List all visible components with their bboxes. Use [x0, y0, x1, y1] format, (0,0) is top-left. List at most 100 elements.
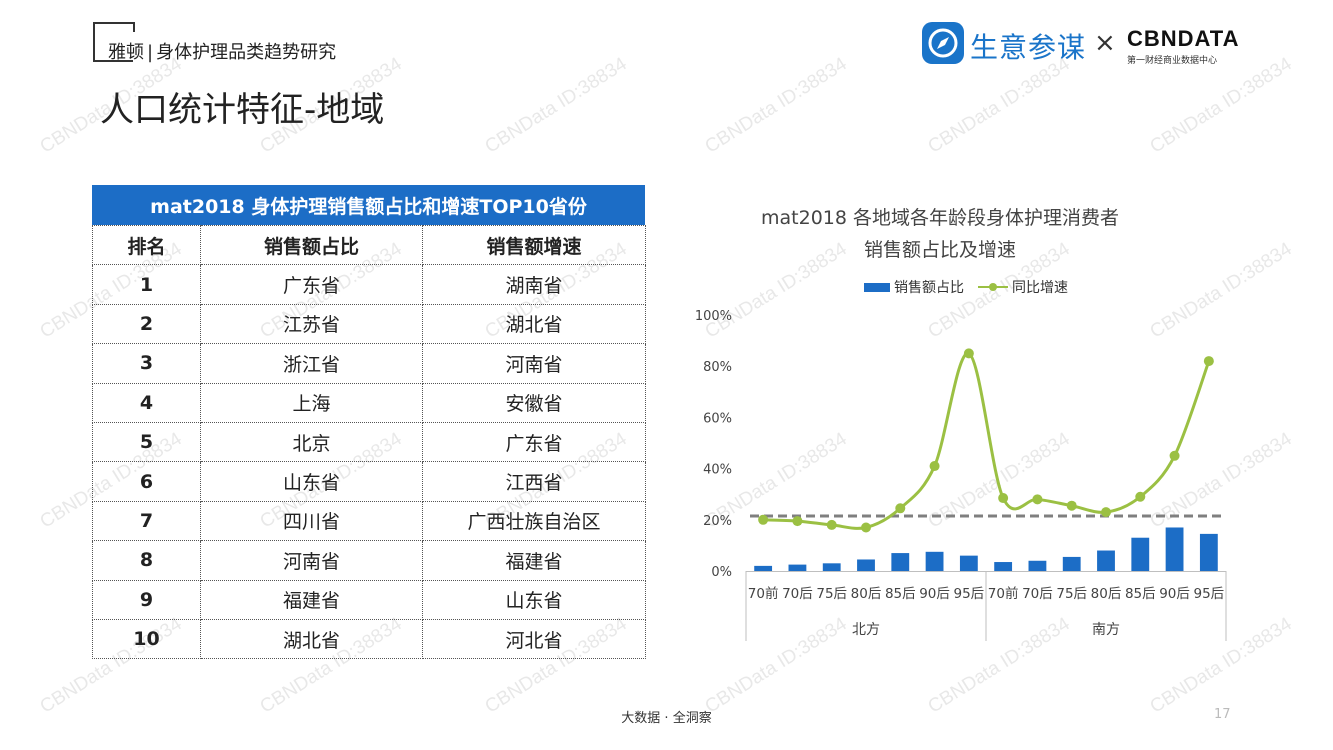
growth-line — [763, 351, 1211, 530]
growth-point — [895, 503, 906, 514]
bar-sales-share — [1062, 556, 1081, 571]
bar-sales-share — [1199, 533, 1218, 571]
top10-province-table: mat2018 身体护理销售额占比和增速TOP10省份 排名 销售额占比 销售额… — [92, 185, 646, 660]
share-province-cell: 江苏省 — [200, 303, 423, 345]
compass-logo-icon — [922, 22, 964, 64]
rank-cell: 8 — [92, 540, 201, 581]
page-title: 人口统计特征-地域 — [100, 90, 385, 130]
growth-point — [1203, 356, 1214, 367]
share-province-cell: 北京 — [200, 421, 423, 463]
legend-line-label: 同比增速 — [1012, 280, 1068, 296]
x-category-label: 85后 — [885, 586, 916, 602]
x-category-label: 90后 — [1159, 586, 1190, 602]
growth-province-cell: 广西壮族自治区 — [422, 500, 646, 542]
bar-sales-share — [1131, 537, 1150, 571]
chart-title-line2: 销售额占比及增速 — [863, 239, 1016, 261]
table-row: 5 北京 广东省 — [92, 421, 646, 463]
y-tick-label: 40% — [703, 463, 732, 478]
bar-sales-share — [1165, 527, 1184, 571]
rank-cell: 6 — [92, 461, 201, 502]
table-row: 10 湖北省 河北省 — [92, 618, 646, 660]
share-province-cell: 山东省 — [200, 461, 423, 502]
share-province-cell: 福建省 — [200, 579, 423, 620]
bar-sales-share — [925, 551, 944, 571]
column-header-share: 销售额占比 — [200, 224, 423, 266]
table-title: mat2018 身体护理销售额占比和增速TOP10省份 — [92, 185, 645, 225]
x-category-label: 95后 — [954, 586, 985, 602]
cbndata-logo-subtitle: 第一财经商业数据中心 — [1127, 56, 1218, 66]
bar-sales-share — [857, 559, 875, 571]
bar-sales-share — [822, 563, 841, 571]
partner-logo-text: 生意参谋 — [970, 31, 1087, 64]
watermark-text: CBNData ID:38834 — [481, 53, 631, 158]
x-category-label: 70后 — [1022, 586, 1053, 602]
bar-sales-share — [1097, 550, 1115, 571]
y-tick-label: 20% — [703, 514, 732, 529]
share-province-cell: 河南省 — [200, 540, 423, 581]
ranking-table: 排名 销售额占比 销售额增速 1 广东省 湖南省 2 江苏省 湖北省 3 浙江省 河南省 4 上海安… — [92, 224, 646, 660]
growth-point — [826, 519, 837, 530]
x-category-label: 70前 — [988, 585, 1019, 602]
rank-cell: 3 — [92, 343, 201, 384]
growth-province-cell: 湖北省 — [422, 303, 646, 345]
bar-sales-share — [891, 553, 910, 571]
report-header: 雅顿 | 身体护理品类趋势研究 — [108, 38, 336, 64]
table-row: 2 江苏省 湖北省 — [92, 303, 646, 345]
share-province-cell: 浙江省 — [200, 343, 423, 384]
watermark-text: CBNData ID:38834 — [1146, 53, 1296, 158]
growth-province-cell: 山东省 — [422, 579, 646, 620]
x-category-label: 80后 — [1091, 586, 1122, 602]
rank-cell: 9 — [92, 579, 201, 620]
x-category-label: 70后 — [782, 586, 813, 602]
legend-line-swatch — [978, 282, 1008, 292]
bar-sales-share — [788, 564, 807, 571]
growth-point — [792, 516, 803, 527]
growth-province-cell: 河北省 — [422, 618, 646, 660]
x-category-label: 75后 — [816, 586, 847, 602]
growth-point — [1066, 500, 1077, 511]
x-category-label: 85后 — [1125, 586, 1156, 602]
bar-sales-share — [959, 555, 978, 571]
growth-point — [1169, 450, 1180, 461]
growth-point — [1135, 491, 1146, 502]
x-category-label: 70前 — [748, 585, 779, 602]
brand-bracket-decoration — [93, 22, 135, 62]
footer-slogan: 大数据 · 全洞察 — [621, 711, 712, 726]
watermark-text: CBNData ID:38834 — [924, 53, 1074, 158]
growth-province-cell: 湖南省 — [422, 264, 646, 305]
rank-cell: 1 — [92, 264, 201, 305]
region-age-chart: 0%20%40%60%80%100%70前 70后 75后 80后 85后 90后 95后 7… — [695, 309, 1227, 641]
growth-province-cell: 福建省 — [422, 540, 646, 581]
y-tick-label: 80% — [703, 360, 732, 375]
rank-cell: 10 — [92, 618, 201, 660]
growth-province-cell: 江西省 — [422, 461, 646, 502]
growth-province-cell: 安徽省 — [422, 382, 646, 423]
y-tick-label: 100% — [695, 309, 732, 324]
y-tick-label: 0% — [711, 565, 732, 580]
logo-times-sign: × — [1094, 28, 1116, 58]
watermark-text: CBNData ID:38834 — [701, 53, 851, 158]
rank-cell: 2 — [92, 303, 201, 345]
page-number: 17 — [1214, 707, 1231, 722]
column-header-rank: 排名 — [92, 224, 201, 266]
share-province-cell: 广东省 — [200, 264, 423, 305]
share-province-cell: 四川省 — [200, 500, 423, 542]
table-row: 4 上海 安徽省 — [92, 382, 646, 423]
growth-province-cell: 广东省 — [422, 421, 646, 463]
bar-sales-share — [994, 562, 1013, 571]
x-category-label: 80后 — [851, 586, 882, 602]
growth-point — [929, 461, 940, 472]
table-row: 7 四川省 广西壮族自治区 — [92, 500, 646, 542]
x-group-label: 南方 — [1092, 622, 1120, 638]
rank-cell: 4 — [92, 382, 201, 423]
share-province-cell: 湖北省 — [200, 618, 423, 660]
legend-bar-label: 销售额占比 — [894, 280, 964, 296]
legend-bar-swatch — [864, 282, 890, 292]
cbndata-logo-text: CBNDATA — [1127, 26, 1240, 51]
growth-point — [758, 514, 769, 525]
brand-name: 雅顿 — [108, 42, 144, 63]
table-row: 1 广东省 湖南省 — [92, 264, 646, 305]
x-group-label: 北方 — [852, 622, 880, 638]
x-category-label: 95后 — [1194, 586, 1225, 602]
y-tick-label: 60% — [703, 411, 732, 426]
